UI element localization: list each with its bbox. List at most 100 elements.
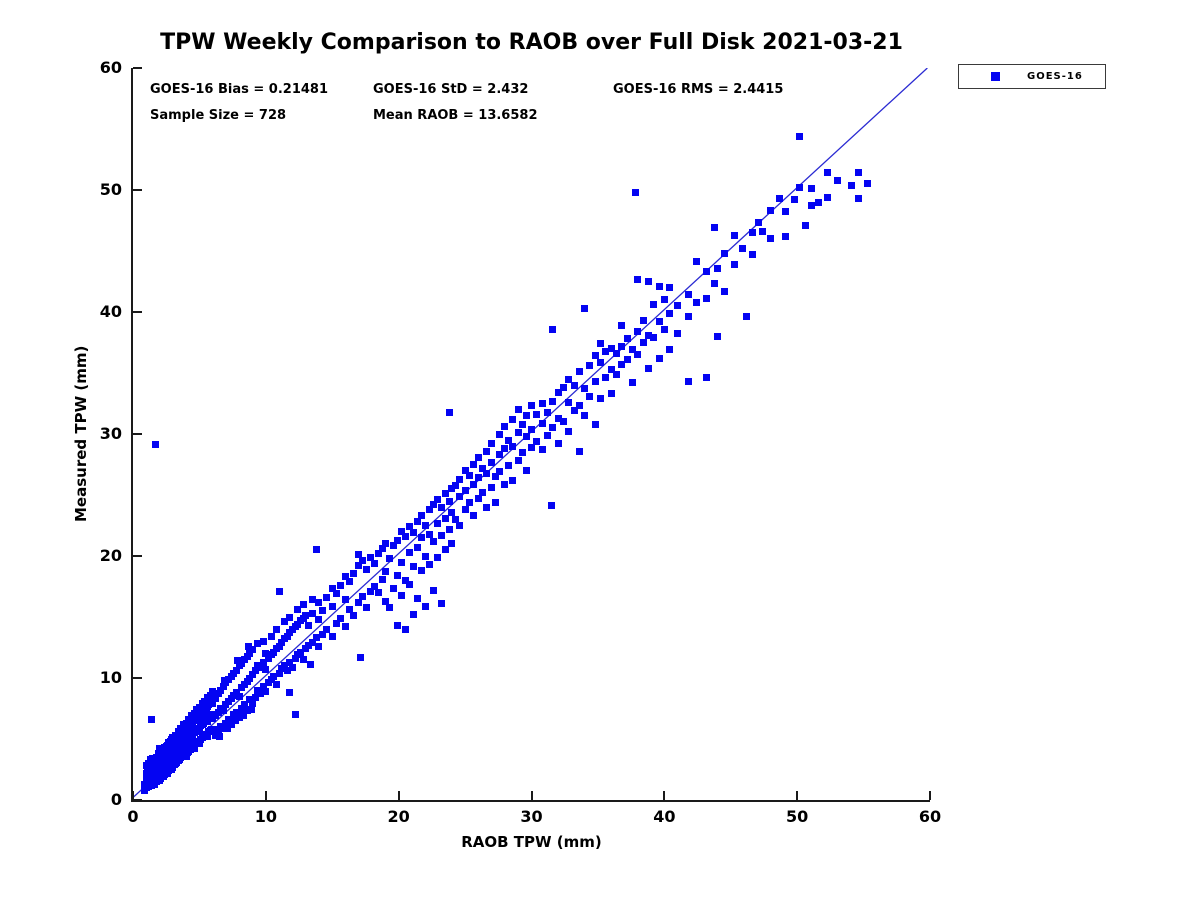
data-point (227, 720, 235, 728)
data-point (848, 181, 856, 189)
data-point (781, 232, 789, 240)
data-point (243, 678, 251, 686)
data-point (488, 484, 496, 492)
data-point (441, 514, 449, 522)
data-point (227, 673, 235, 681)
data-point (233, 667, 241, 675)
data-point (272, 625, 280, 633)
data-point (385, 554, 393, 562)
data-point (452, 481, 460, 489)
data-point (409, 529, 417, 537)
data-point (164, 752, 172, 760)
data-point (286, 689, 294, 697)
legend-marker-square-icon (991, 72, 1000, 81)
data-point (628, 346, 636, 354)
data-point (209, 687, 217, 695)
data-point (634, 275, 642, 283)
data-point (448, 508, 456, 516)
data-point (666, 284, 674, 292)
data-point (554, 440, 562, 448)
data-point (666, 346, 674, 354)
data-point (307, 661, 315, 669)
data-point (461, 486, 469, 494)
data-point (299, 656, 307, 664)
data-point (225, 715, 233, 723)
data-point (597, 358, 605, 366)
data-point (206, 691, 214, 699)
x-tick-label: 30 (520, 807, 543, 826)
data-point (177, 724, 185, 732)
data-point (231, 717, 239, 725)
data-point (405, 548, 413, 556)
data-point (767, 235, 775, 243)
data-point (505, 436, 513, 444)
data-point (456, 475, 464, 483)
data-point (488, 440, 496, 448)
y-tick-mark (133, 67, 142, 69)
data-point (650, 301, 658, 309)
data-point (854, 169, 862, 177)
data-point (538, 446, 546, 454)
data-point (363, 565, 371, 573)
data-point (234, 657, 242, 665)
data-point (501, 445, 509, 453)
data-point (501, 480, 509, 488)
y-tick-mark (133, 799, 142, 801)
data-point (421, 602, 429, 610)
data-point (748, 229, 756, 237)
data-point (421, 522, 429, 529)
data-point (518, 420, 526, 428)
data-point (739, 245, 747, 253)
data-point (644, 278, 652, 285)
data-point (413, 518, 421, 526)
data-point (312, 546, 320, 554)
x-tick-label: 20 (387, 807, 410, 826)
data-point (478, 489, 486, 497)
data-point (286, 629, 294, 637)
data-point (371, 559, 379, 567)
points-layer (133, 68, 930, 800)
data-point (445, 525, 453, 533)
data-point (623, 356, 631, 364)
data-point (323, 593, 331, 601)
data-point (655, 318, 663, 326)
data-point (441, 546, 449, 554)
data-point (433, 519, 441, 527)
data-point (720, 287, 728, 295)
data-point (201, 697, 209, 705)
data-point (222, 719, 230, 727)
data-point (371, 583, 379, 590)
data-point (246, 674, 254, 682)
plot-area (131, 67, 931, 802)
data-point (469, 461, 477, 468)
data-point (437, 503, 445, 511)
data-point (570, 381, 578, 389)
data-point (581, 304, 589, 312)
data-point (581, 412, 589, 420)
data-point (355, 562, 363, 570)
data-point (359, 557, 367, 565)
data-point (692, 298, 700, 306)
data-point (543, 408, 551, 416)
data-point (233, 708, 241, 716)
data-point (319, 630, 327, 638)
data-point (262, 650, 270, 658)
data-point (174, 728, 182, 736)
data-point (223, 724, 231, 732)
data-point (375, 550, 383, 558)
data-point (397, 591, 405, 599)
data-point (291, 711, 299, 719)
data-point (336, 581, 344, 589)
data-point (528, 402, 535, 410)
data-point (222, 679, 230, 687)
data-point (602, 374, 610, 382)
data-point (264, 654, 272, 662)
data-point (294, 620, 302, 628)
x-tick-mark (264, 791, 267, 800)
data-point (148, 715, 156, 723)
x-tick-mark (530, 791, 533, 800)
data-point (182, 719, 190, 727)
data-point (554, 389, 562, 397)
data-point (547, 502, 555, 510)
data-point (251, 667, 259, 675)
